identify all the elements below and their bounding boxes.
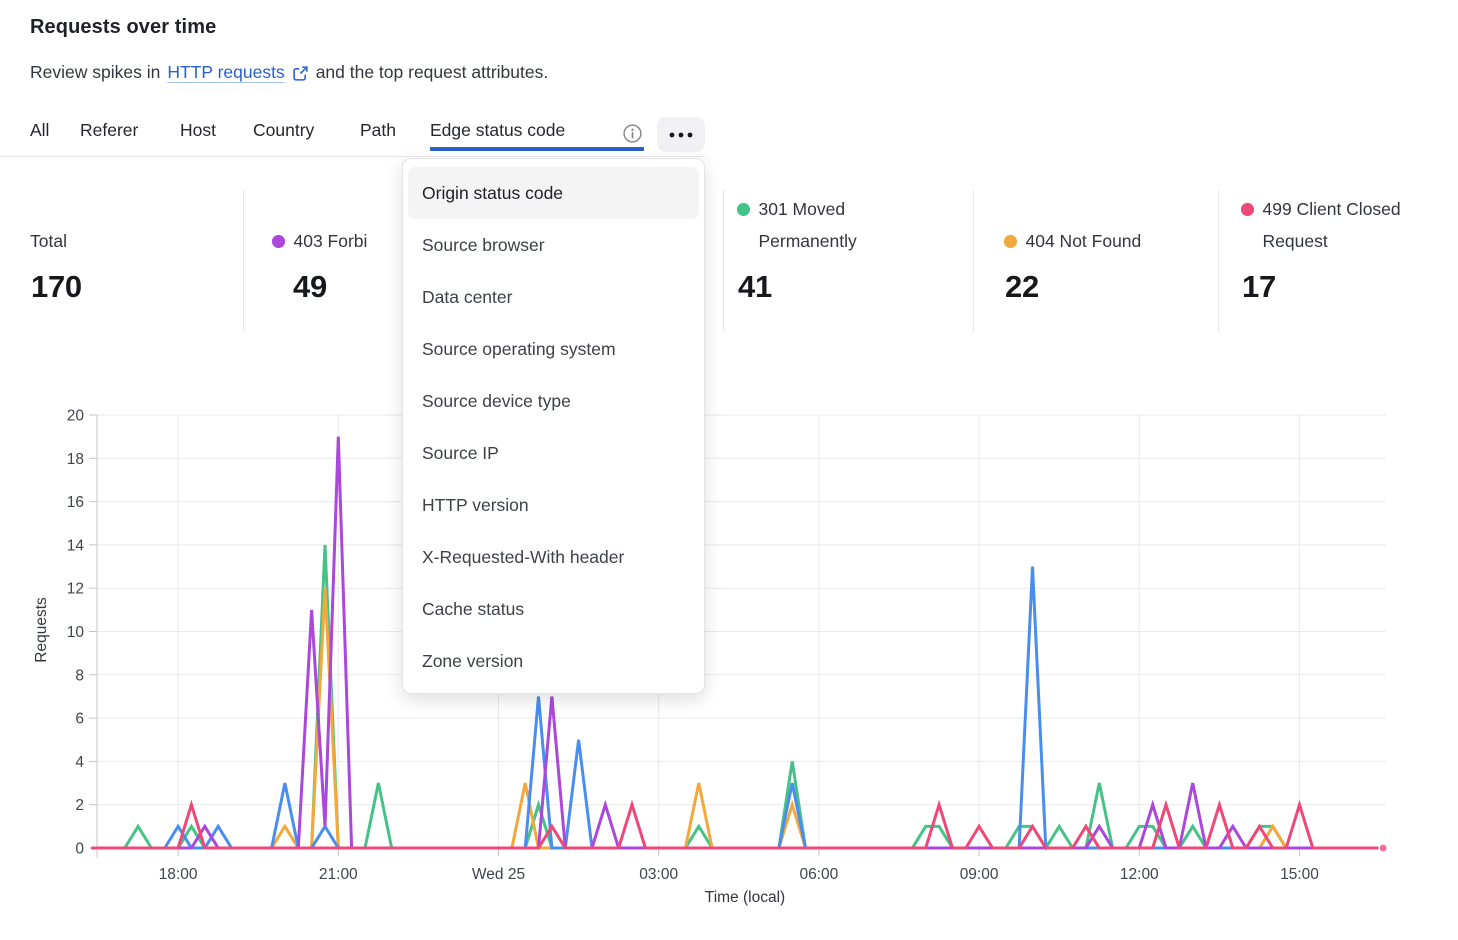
stat-499-value: 17 [1242, 269, 1276, 304]
stat-499-dot [1241, 203, 1254, 216]
subtitle-prefix: Review spikes in [30, 62, 161, 82]
svg-text:15:00: 15:00 [1280, 866, 1319, 883]
svg-text:14: 14 [67, 537, 85, 554]
svg-text:Requests: Requests [33, 597, 50, 663]
menu-item-source-browser[interactable]: Source browser [422, 235, 545, 255]
http-requests-link[interactable]: HTTP requests [167, 62, 285, 82]
selected-tab-underline [430, 147, 644, 151]
stat-total-value: 170 [31, 269, 82, 304]
stat-divider [243, 190, 244, 331]
svg-text:18:00: 18:00 [159, 866, 198, 883]
menu-item-source-device-type[interactable]: Source device type [422, 391, 571, 411]
stat-divider [973, 190, 974, 331]
tab-host[interactable]: Host [180, 120, 216, 140]
attribute-dropdown-menu: Origin status code Source browser Data c… [402, 158, 705, 694]
menu-item-data-center[interactable]: Data center [422, 287, 513, 307]
tab-referer[interactable]: Referer [80, 120, 139, 140]
svg-text:4: 4 [75, 754, 84, 771]
more-tabs-button[interactable] [657, 117, 705, 152]
subtitle-suffix: and the top request attributes. [315, 62, 549, 82]
menu-item-origin-status-code[interactable]: Origin status code [408, 167, 699, 219]
stat-301-value: 41 [738, 269, 772, 304]
subtitle: Review spikes in HTTP requests and the t… [30, 62, 548, 83]
stat-404-label: 404 Not Found [1025, 231, 1142, 251]
svg-text:10: 10 [67, 624, 85, 641]
menu-item-source-ip[interactable]: Source IP [422, 443, 499, 463]
menu-item-source-operating-system[interactable]: Source operating system [422, 339, 616, 359]
svg-text:03:00: 03:00 [639, 866, 678, 883]
tab-path[interactable]: Path [360, 120, 396, 140]
svg-text:8: 8 [75, 667, 84, 684]
stat-403-label: 403 Forbi [293, 231, 368, 251]
stat-403: 403 Forbi 49 [272, 190, 367, 305]
stat-total-label: Total [30, 231, 67, 251]
menu-item-zone-version[interactable]: Zone version [422, 651, 524, 671]
svg-text:12:00: 12:00 [1120, 866, 1159, 883]
ellipsis-icon [669, 132, 693, 137]
stat-301-label: 301 Moved Permanently [758, 199, 857, 251]
info-icon[interactable] [622, 123, 643, 144]
stat-301: 301 Moved Permanently 41 [737, 190, 927, 305]
svg-text:16: 16 [67, 494, 84, 511]
external-link-icon [292, 65, 309, 82]
stat-404-dot [1004, 235, 1017, 248]
stat-divider [723, 190, 724, 331]
svg-text:18: 18 [67, 451, 84, 468]
stat-403-value: 49 [293, 269, 327, 304]
menu-item-http-version[interactable]: HTTP version [422, 495, 529, 515]
stat-404: 404 Not Found 22 [1004, 190, 1141, 305]
svg-text:20: 20 [67, 408, 85, 425]
requests-line-chart: 0 2 4 6 8 10 12 14 16 18 20 18:00 21:00 Wed 25 03:00 06… [0, 395, 1458, 940]
stat-301-dot [737, 203, 750, 216]
stat-499-label: 499 Client Closed Request [1262, 199, 1401, 251]
stat-divider [1218, 190, 1219, 331]
svg-text:06:00: 06:00 [800, 866, 839, 883]
svg-text:Time (local): Time (local) [705, 889, 785, 906]
svg-text:21:00: 21:00 [319, 866, 358, 883]
svg-text:0: 0 [75, 841, 84, 858]
menu-item-cache-status[interactable]: Cache status [422, 599, 525, 619]
menu-item-x-requested-with-header[interactable]: X-Requested-With header [422, 547, 625, 567]
stat-499: 499 Client Closed Request 17 [1241, 190, 1441, 305]
svg-text:Wed 25: Wed 25 [472, 866, 525, 883]
stat-total: Total 170 [30, 190, 82, 305]
svg-text:09:00: 09:00 [960, 866, 999, 883]
tab-country[interactable]: Country [253, 120, 315, 140]
stat-404-value: 22 [1005, 269, 1039, 304]
svg-text:2: 2 [75, 797, 84, 814]
tab-edge-status-code[interactable]: Edge status code [430, 120, 566, 140]
svg-text:6: 6 [75, 711, 84, 728]
svg-text:12: 12 [67, 581, 84, 598]
tab-bar: All Referer Host Country Path Edge statu… [0, 118, 705, 157]
tab-all[interactable]: All [30, 120, 50, 140]
page-title: Requests over time [30, 16, 217, 38]
stat-403-dot [272, 235, 285, 248]
